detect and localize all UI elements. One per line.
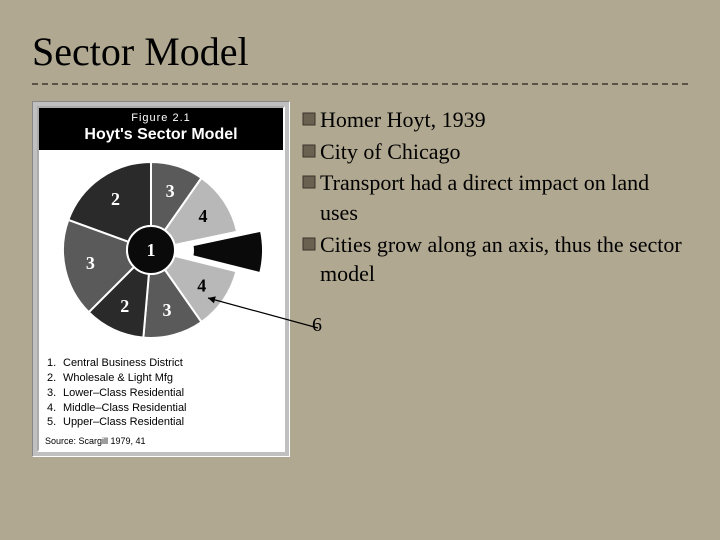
figure-source: Source: Scargill 1979, 41: [39, 434, 283, 450]
bullet-text: Homer Hoyt, 1939: [320, 105, 688, 135]
figure-frame: Figure 2.1 Hoyt's Sector Model 234543231…: [32, 101, 290, 457]
content-row: Figure 2.1 Hoyt's Sector Model 234543231…: [32, 101, 688, 457]
legend-text: Lower–Class Residential: [63, 386, 184, 401]
bullet-item: Homer Hoyt, 1939: [302, 105, 688, 135]
sector-label-5: 5: [262, 242, 271, 262]
legend-row: 1.Central Business District: [47, 356, 275, 371]
legend-text: Wholesale & Light Mfg: [63, 371, 173, 386]
bullet-text: City of Chicago: [320, 137, 688, 167]
bullet-item: City of Chicago: [302, 137, 688, 167]
legend-num: 4.: [47, 401, 63, 416]
divider: [32, 83, 688, 85]
sector-label-3bl: 3: [86, 253, 95, 273]
legend-text: Central Business District: [63, 356, 183, 371]
bullet-text: Transport had a direct impact on land us…: [320, 168, 688, 227]
pointer-arrow: [200, 290, 330, 340]
bullet-square-icon: [302, 112, 316, 126]
sector-label-3br: 3: [163, 300, 172, 320]
sector-label-4: 4: [198, 206, 207, 226]
legend-num: 3.: [47, 386, 63, 401]
bullet-square-icon: [302, 175, 316, 189]
bullet-square-icon: [302, 144, 316, 158]
figure-inner: Figure 2.1 Hoyt's Sector Model 234543231…: [37, 106, 285, 452]
legend-num: 2.: [47, 371, 63, 386]
figure-number: Figure 2.1: [41, 112, 281, 124]
bullet-square-icon: [302, 237, 316, 251]
legend-row: 5.Upper–Class Residential: [47, 415, 275, 430]
figure-title: Hoyt's Sector Model: [41, 126, 281, 144]
bullet-item: Cities grow along an axis, thus the sect…: [302, 230, 688, 289]
legend-num: 1.: [47, 356, 63, 371]
legend-row: 2.Wholesale & Light Mfg: [47, 371, 275, 386]
figure-header: Figure 2.1 Hoyt's Sector Model: [39, 108, 283, 150]
legend: 1.Central Business District2.Wholesale &…: [39, 350, 283, 434]
legend-text: Upper–Class Residential: [63, 415, 184, 430]
slide: Sector Model Figure 2.1 Hoyt's Sector Mo…: [0, 0, 720, 540]
bullet-list: Homer Hoyt, 1939City of ChicagoTransport…: [302, 101, 688, 291]
bullet-text: Cities grow along an axis, thus the sect…: [320, 230, 688, 289]
legend-text: Middle–Class Residential: [63, 401, 187, 416]
sector-label-3top: 3: [166, 181, 175, 201]
sector-label-2b: 2: [120, 296, 129, 316]
legend-row: 4.Middle–Class Residential: [47, 401, 275, 416]
legend-num: 5.: [47, 415, 63, 430]
sector-label-2: 2: [111, 189, 120, 209]
bullet-item: Transport had a direct impact on land us…: [302, 168, 688, 227]
slide-title: Sector Model: [32, 28, 688, 75]
legend-row: 3.Lower–Class Residential: [47, 386, 275, 401]
sector-center-label: 1: [147, 240, 156, 260]
